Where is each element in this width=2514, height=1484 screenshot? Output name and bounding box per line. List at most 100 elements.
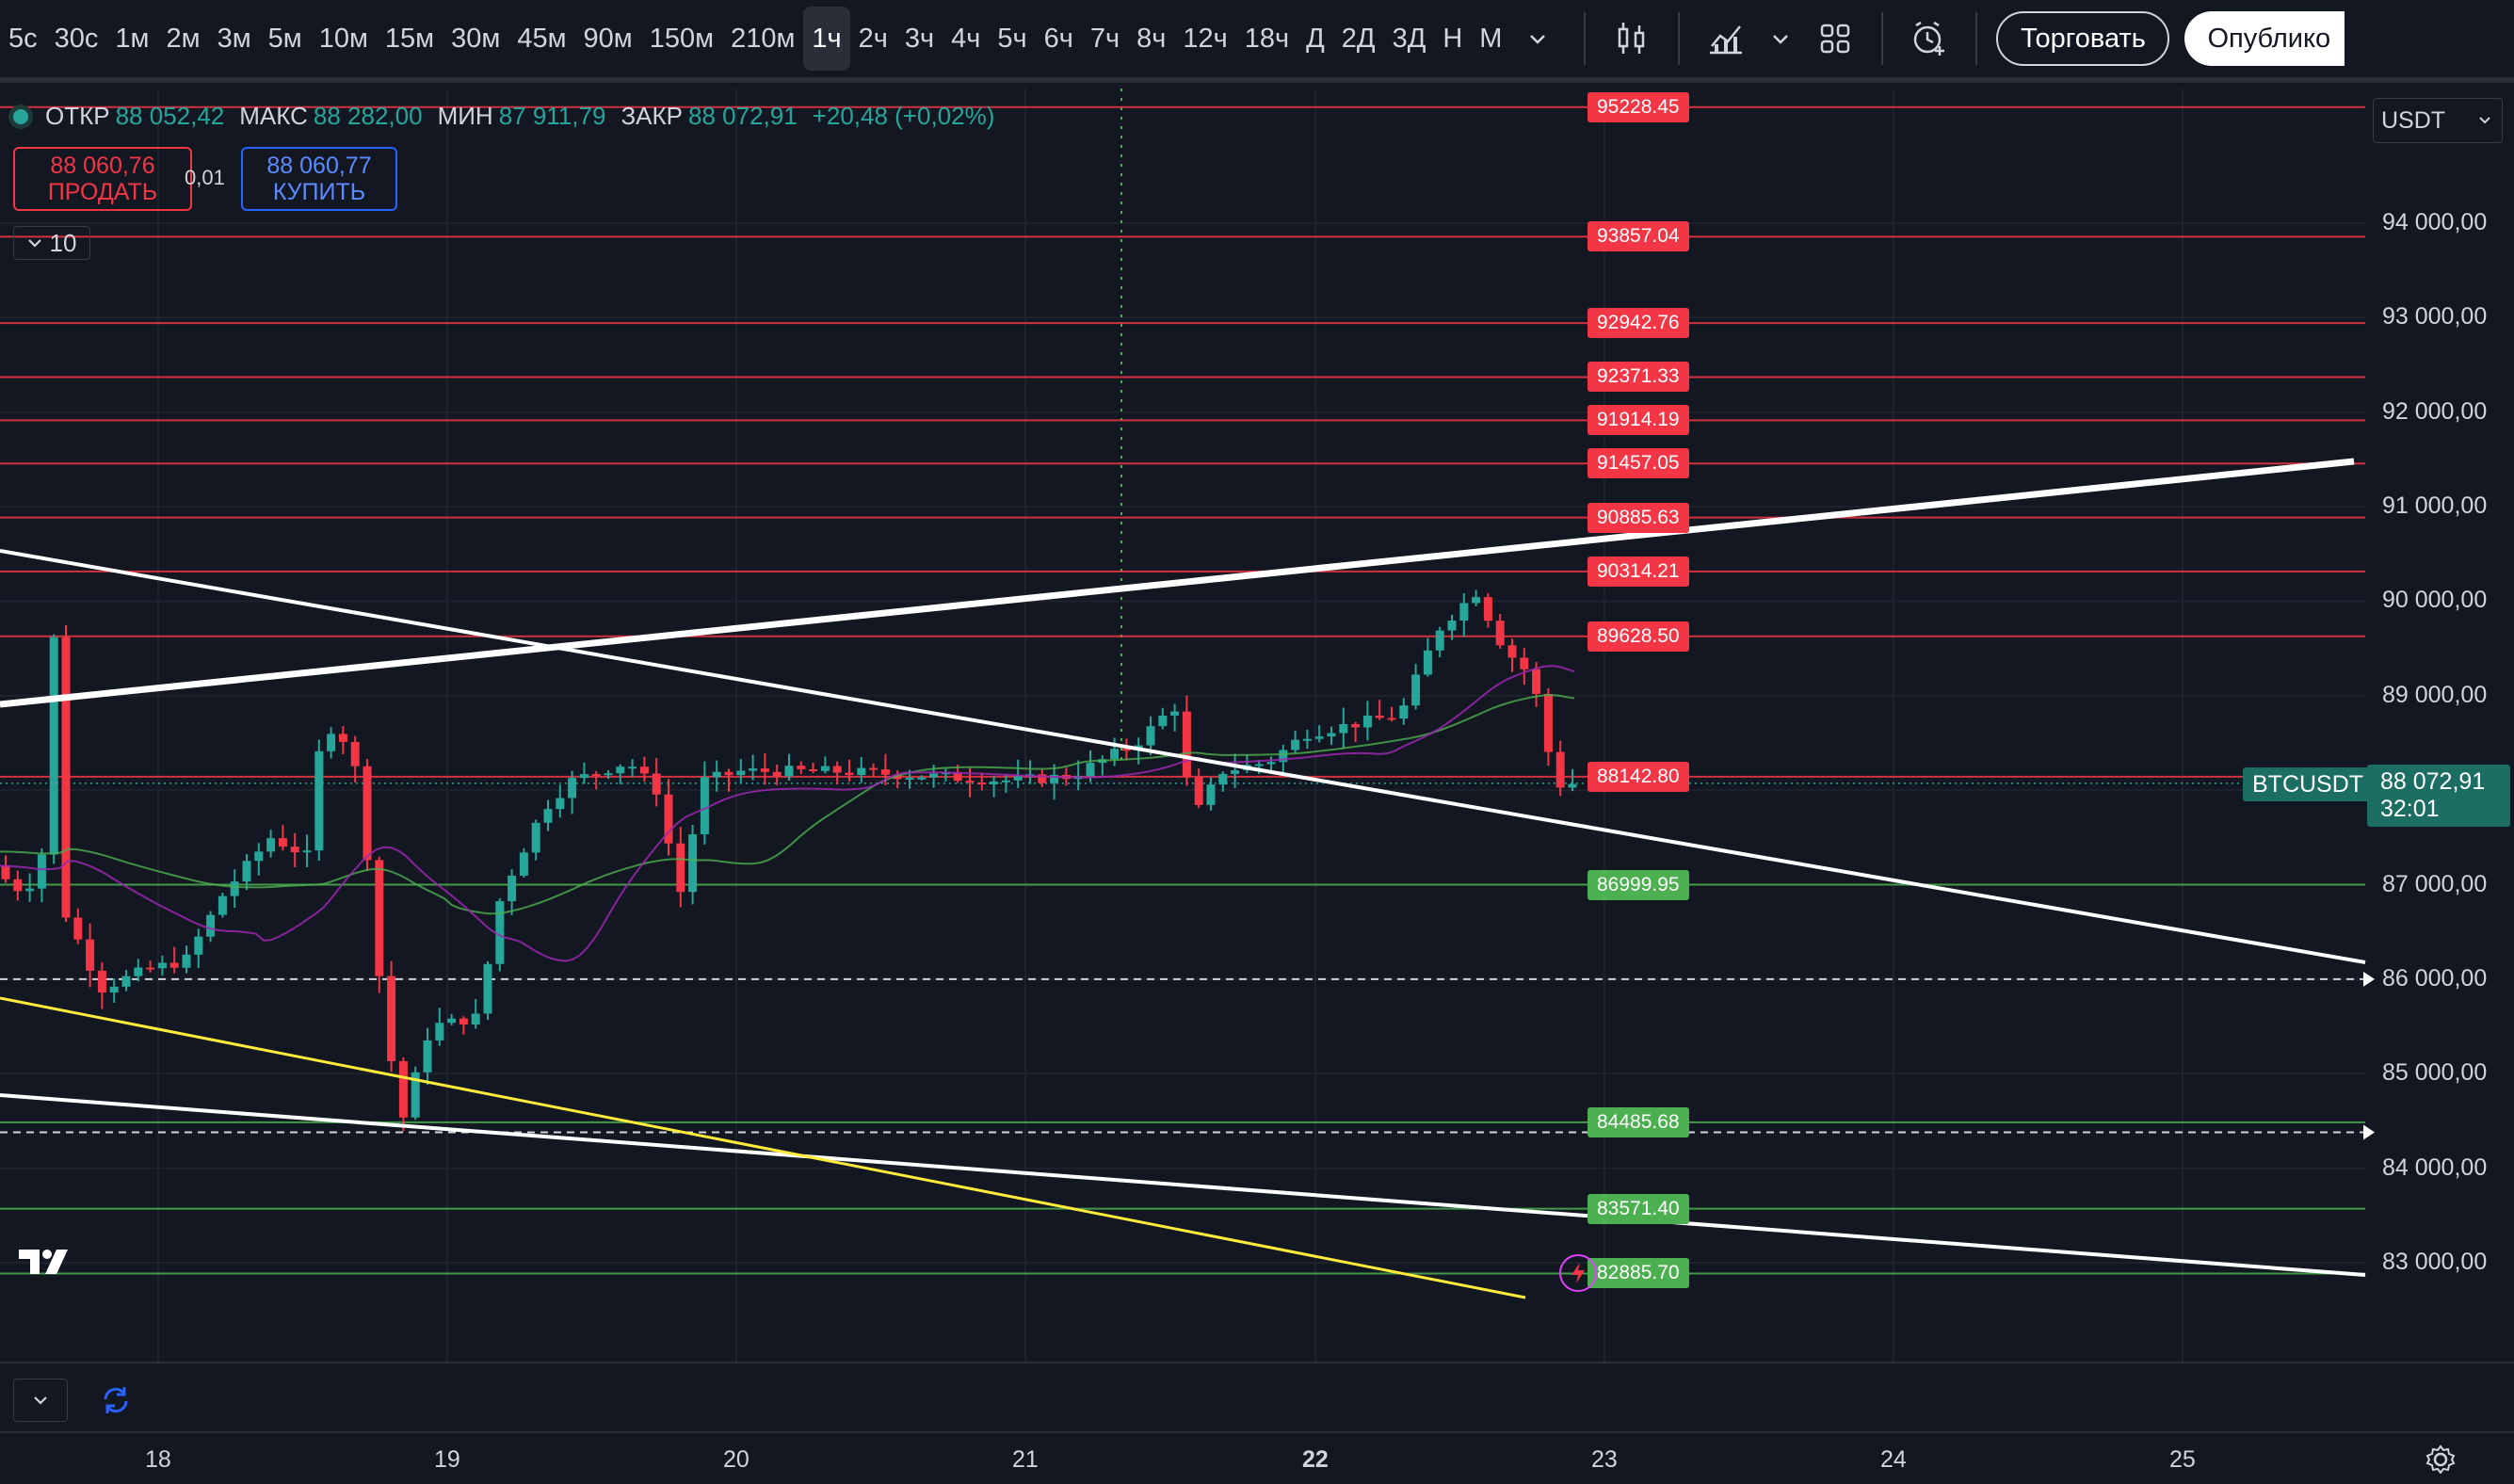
level-tag-6[interactable]: 90885.63 bbox=[1587, 502, 1689, 533]
trade-button[interactable]: Торговать bbox=[1996, 11, 2170, 66]
high-value: 88 282,00 bbox=[313, 102, 423, 130]
interval-23[interactable]: Д bbox=[1306, 23, 1325, 54]
candle-body-1 bbox=[13, 879, 23, 892]
candle-body-121 bbox=[1459, 603, 1469, 621]
interval-14[interactable]: 2ч bbox=[858, 23, 888, 54]
sell-label: ПРОДАТЬ bbox=[47, 179, 158, 205]
trendline-falling[interactable] bbox=[0, 549, 2366, 964]
tradingview-logo[interactable] bbox=[19, 1237, 77, 1288]
time-axis[interactable]: 18 19 20 21 22 23 24 25 bbox=[0, 1431, 2514, 1484]
alert-icon[interactable] bbox=[1902, 11, 1957, 66]
candle-body-97 bbox=[1170, 711, 1180, 716]
level-tag-9[interactable]: 88142.80 bbox=[1587, 761, 1689, 792]
interval-7[interactable]: 15м bbox=[384, 23, 435, 54]
dashed-line-marker-0 bbox=[2363, 971, 2375, 987]
interval-17[interactable]: 5ч bbox=[997, 23, 1027, 54]
level-tag-8[interactable]: 89628.50 bbox=[1587, 621, 1689, 652]
interval-12[interactable]: 210м bbox=[731, 23, 796, 54]
candle-body-35 bbox=[423, 1040, 432, 1073]
level-tag-13[interactable]: 82885.70 bbox=[1587, 1258, 1689, 1289]
interval-3[interactable]: 2м bbox=[166, 23, 201, 54]
collapse-panel-button[interactable] bbox=[13, 1379, 68, 1422]
indicators-icon[interactable] bbox=[1699, 11, 1753, 66]
level-tag-7[interactable]: 90314.21 bbox=[1587, 556, 1689, 587]
interval-26[interactable]: Н bbox=[1442, 23, 1463, 54]
interval-21[interactable]: 12ч bbox=[1183, 23, 1228, 54]
interval-9[interactable]: 45м bbox=[517, 23, 567, 54]
close-label: ЗАКР bbox=[620, 102, 683, 130]
buy-button[interactable]: 88 060,77 КУПИТЬ bbox=[241, 147, 397, 211]
level-tag-10[interactable]: 86999.95 bbox=[1587, 869, 1689, 900]
candle-body-74 bbox=[893, 774, 902, 780]
chevron-down-icon bbox=[34, 1396, 47, 1405]
level-tag-4[interactable]: 91914.19 bbox=[1587, 405, 1689, 436]
interval-13[interactable]: 1ч bbox=[803, 7, 850, 71]
level-tag-11[interactable]: 84485.68 bbox=[1587, 1106, 1689, 1137]
interval-10[interactable]: 90м bbox=[583, 23, 633, 54]
candle-body-52 bbox=[628, 766, 637, 769]
interval-22[interactable]: 18ч bbox=[1244, 23, 1290, 54]
candle-body-108 bbox=[1302, 738, 1312, 741]
interval-2[interactable]: 1м bbox=[115, 23, 150, 54]
level-tag-3[interactable]: 92371.33 bbox=[1587, 362, 1689, 393]
currency-select[interactable]: USDT bbox=[2373, 98, 2503, 143]
interval-16[interactable]: 4ч bbox=[951, 23, 981, 54]
level-tag-0[interactable]: 95228.45 bbox=[1587, 91, 1689, 122]
candle-body-47 bbox=[568, 778, 577, 798]
templates-icon[interactable] bbox=[1808, 11, 1862, 66]
candle-body-123 bbox=[1483, 597, 1492, 621]
open-label: ОТКР bbox=[45, 102, 110, 130]
interval-20[interactable]: 8ч bbox=[1136, 23, 1167, 54]
divider bbox=[1584, 12, 1587, 65]
interval-5[interactable]: 5м bbox=[267, 23, 302, 54]
price-chart[interactable] bbox=[0, 89, 2514, 1484]
interval-8[interactable]: 30м bbox=[451, 23, 501, 54]
indicators-collapse-button[interactable]: 10 bbox=[13, 226, 90, 260]
candle-body-113 bbox=[1362, 715, 1372, 728]
candle-body-34 bbox=[411, 1072, 420, 1118]
sell-button[interactable]: 88 060,76 ПРОДАТЬ bbox=[13, 147, 192, 211]
lightning-icon[interactable] bbox=[1559, 1254, 1597, 1292]
interval-25[interactable]: 3Д bbox=[1392, 23, 1426, 54]
chevron-down-icon bbox=[27, 239, 41, 248]
candle-body-17 bbox=[206, 914, 216, 937]
interval-list: 5с 30с 1м 2м 3м 5м 10м 15м 30м 45м 90м 150м 210м 1ч 2ч… bbox=[0, 7, 1510, 71]
interval-4[interactable]: 3м bbox=[217, 23, 251, 54]
candle-body-53 bbox=[639, 766, 649, 774]
interval-0[interactable]: 5с bbox=[8, 23, 38, 54]
interval-15[interactable]: 3ч bbox=[904, 23, 935, 54]
settings-icon[interactable] bbox=[2424, 1443, 2458, 1476]
chevron-down-icon[interactable] bbox=[1510, 11, 1565, 66]
chevron-down-icon[interactable] bbox=[1753, 11, 1808, 66]
candle-body-116 bbox=[1399, 705, 1409, 719]
trendline-lower[interactable] bbox=[0, 1093, 2366, 1277]
time-axis-label-0: 18 bbox=[145, 1446, 171, 1473]
interval-6[interactable]: 10м bbox=[318, 23, 368, 54]
refresh-icon[interactable] bbox=[98, 1382, 134, 1418]
candle-body-56 bbox=[676, 843, 685, 893]
level-tag-5[interactable]: 91457.05 bbox=[1587, 448, 1689, 479]
trendline-upper-rising[interactable] bbox=[0, 458, 2355, 708]
interval-27[interactable]: М bbox=[1479, 23, 1503, 54]
interval-19[interactable]: 7ч bbox=[1089, 23, 1120, 54]
candle-body-63 bbox=[760, 768, 769, 772]
candle-body-24 bbox=[290, 847, 299, 853]
interval-24[interactable]: 2Д bbox=[1341, 23, 1376, 54]
candle-body-71 bbox=[857, 767, 866, 776]
indicators-count: 10 bbox=[49, 228, 77, 257]
interval-18[interactable]: 6ч bbox=[1043, 23, 1073, 54]
level-tag-12[interactable]: 83571.40 bbox=[1587, 1193, 1689, 1224]
level-tag-1[interactable]: 93857.04 bbox=[1587, 221, 1689, 252]
candle-body-69 bbox=[832, 766, 842, 773]
change-value: +20,48 (+0,02%) bbox=[812, 102, 995, 130]
interval-1[interactable]: 30с bbox=[54, 23, 99, 54]
publish-button[interactable]: Опублико bbox=[2184, 11, 2345, 66]
level-tag-2[interactable]: 92942.76 bbox=[1587, 308, 1689, 339]
top-toolbar: 5с 30с 1м 2м 3м 5м 10м 15м 30м 45м 90м 150м 210м 1ч 2ч… bbox=[0, 0, 2514, 83]
candles-icon[interactable] bbox=[1604, 11, 1659, 66]
candle-body-59 bbox=[712, 771, 721, 778]
candle-body-110 bbox=[1327, 733, 1336, 737]
candle-body-58 bbox=[700, 777, 709, 835]
interval-11[interactable]: 150м bbox=[649, 23, 715, 54]
trendline-yellow[interactable] bbox=[0, 996, 1526, 1299]
